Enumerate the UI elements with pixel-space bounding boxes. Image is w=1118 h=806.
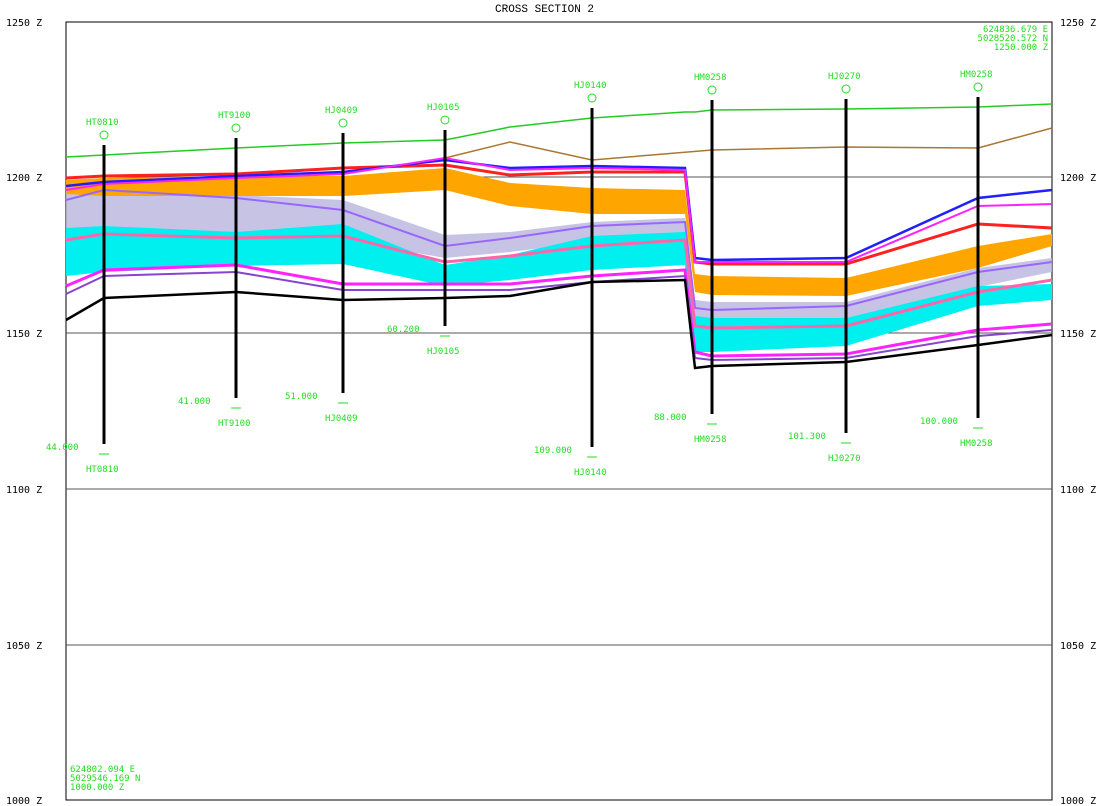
left-axis-label: 1050 Z <box>6 641 42 652</box>
borehole-name-bottom: HT0810 <box>86 465 119 475</box>
borehole-depth: 44.000 <box>46 443 79 453</box>
borehole-name-bottom: HJ0140 <box>574 468 607 478</box>
borehole-name-bottom: HM0258 <box>960 439 993 449</box>
left-axis-label: 1000 Z <box>6 796 42 806</box>
borehole-name: HJ0105 <box>427 103 460 113</box>
borehole-depth: 100.000 <box>920 417 958 427</box>
borehole-depth: 51.000 <box>285 392 318 402</box>
corner-coord: 624802.094 E <box>70 765 135 775</box>
borehole-name-bottom: HJ0409 <box>325 414 358 424</box>
ground-line <box>65 103 1053 158</box>
brown-line <box>444 127 1053 161</box>
borehole-depth: 60.200 <box>387 325 420 335</box>
borehole-name: HT0810 <box>86 118 119 128</box>
corner-coord: 1250.000 Z <box>994 43 1049 53</box>
borehole-name-bottom: HT9100 <box>218 419 251 429</box>
borehole-marker <box>440 115 450 125</box>
left-axis-label: 1200 Z <box>6 173 42 184</box>
cyan-layer <box>66 224 1052 352</box>
borehole-name-bottom: HM0258 <box>694 435 727 445</box>
corner-coord: 5028520.572 N <box>978 34 1048 44</box>
borehole-name: HT9100 <box>218 111 251 121</box>
right-axis-label: 1150 Z <box>1060 329 1096 340</box>
right-axis-label: 1250 Z <box>1060 18 1096 29</box>
borehole-name: HJ0270 <box>828 72 861 82</box>
corner-coord: 624836.679 E <box>983 25 1048 35</box>
borehole-marker <box>707 85 717 95</box>
borehole-name-bottom: HJ0270 <box>828 454 861 464</box>
corner-coord: 1000.000 Z <box>70 783 125 793</box>
borehole-name-bottom: HJ0105 <box>427 347 460 357</box>
right-axis-label: 1100 Z <box>1060 485 1096 496</box>
left-axis-label: 1250 Z <box>6 18 42 29</box>
left-axis-label: 1150 Z <box>6 329 42 340</box>
left-axis-label: 1100 Z <box>6 485 42 496</box>
borehole-marker <box>973 82 983 92</box>
frame <box>65 21 1053 801</box>
borehole-name: HJ0140 <box>574 81 607 91</box>
right-axis-label: 1000 Z <box>1060 796 1096 806</box>
right-axis-label: 1200 Z <box>1060 173 1096 184</box>
borehole-depth: 101.300 <box>788 432 826 442</box>
title: CROSS SECTION 2 <box>495 4 594 16</box>
dotted-layer <box>66 180 1052 322</box>
borehole-name: HJ0409 <box>325 106 358 116</box>
borehole-depth: 41.000 <box>178 397 211 407</box>
borehole-marker <box>841 84 851 94</box>
borehole-depth: 109.000 <box>534 446 572 456</box>
borehole-marker <box>587 93 597 103</box>
borehole-marker <box>338 118 348 128</box>
borehole-marker <box>99 130 109 140</box>
borehole-name: HM0258 <box>960 70 993 80</box>
corner-coord: 5029546.169 N <box>70 774 140 784</box>
borehole-name: HM0258 <box>694 73 727 83</box>
borehole-marker <box>231 123 241 133</box>
borehole-depth: 88.000 <box>654 413 687 423</box>
right-axis-label: 1050 Z <box>1060 641 1096 652</box>
